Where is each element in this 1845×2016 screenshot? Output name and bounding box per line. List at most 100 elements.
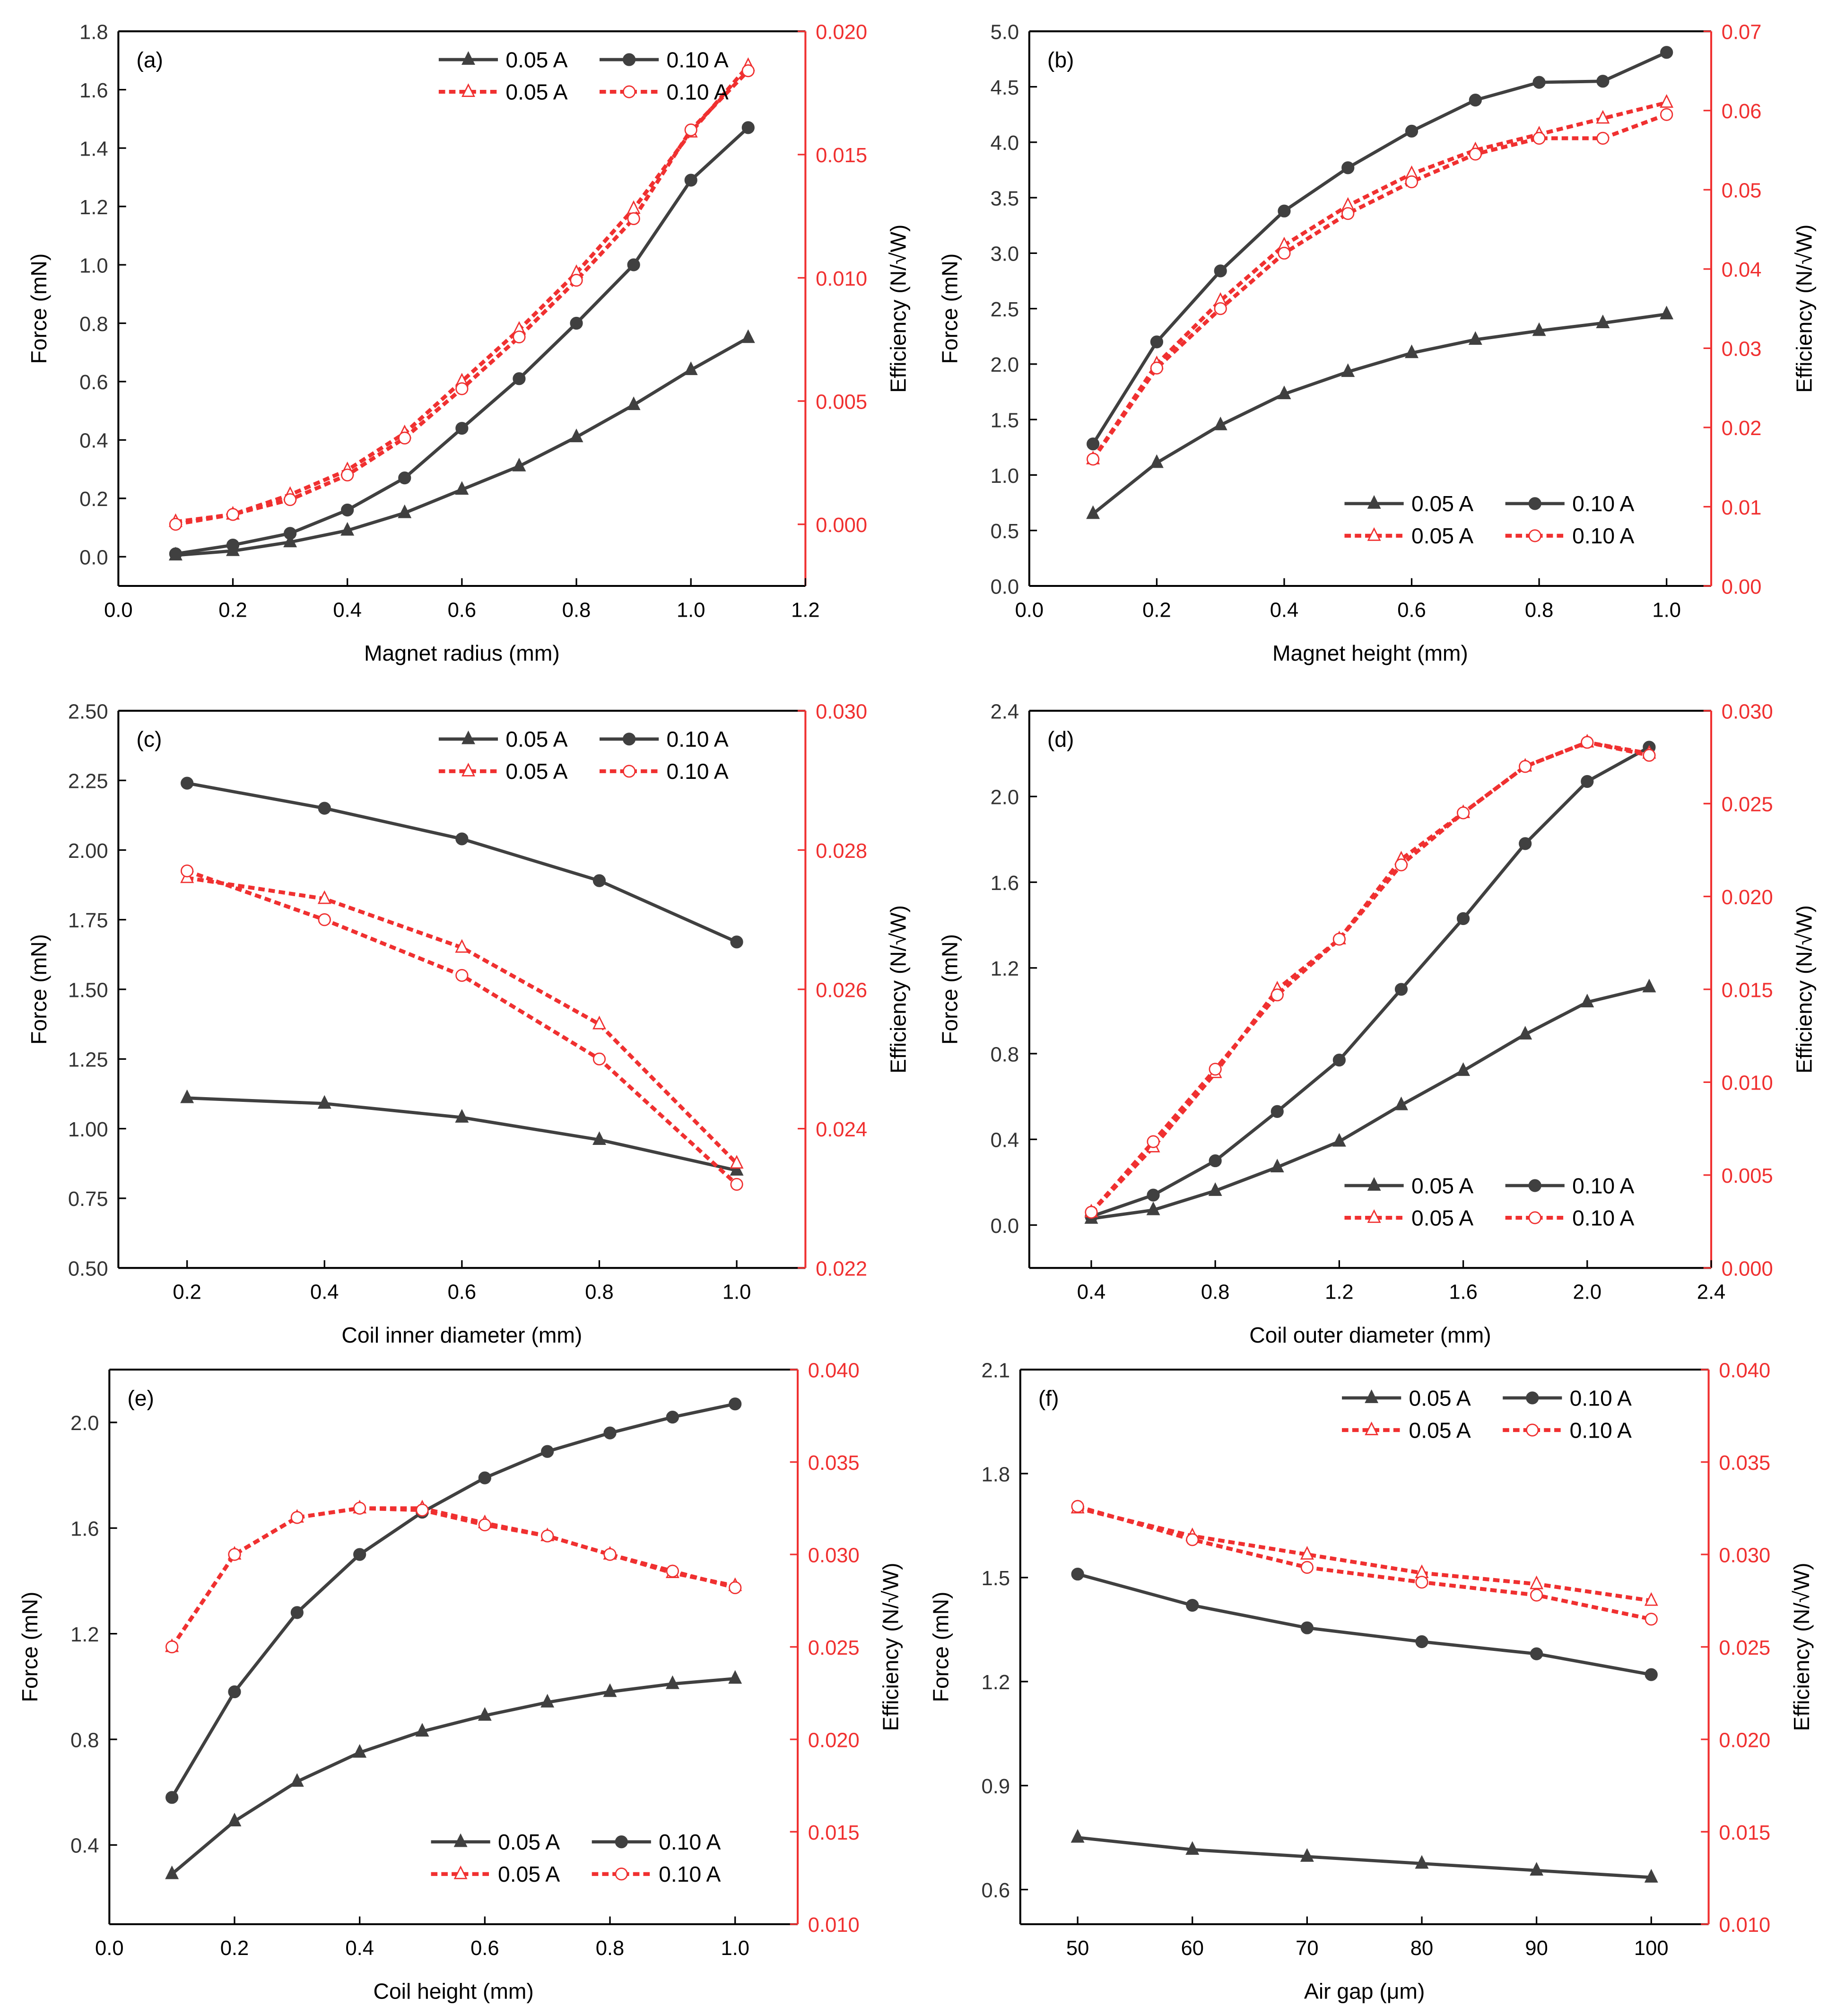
x-tick-label: 1.0 <box>1652 599 1681 621</box>
y-tick-label: 0.6 <box>79 371 108 394</box>
data-point <box>1468 331 1482 345</box>
series-line <box>175 336 749 557</box>
series-line <box>186 869 738 1186</box>
y-tick-label: 0.2 <box>79 488 108 511</box>
y-tick-label: 3.5 <box>991 187 1019 210</box>
y-tick-label: 1.25 <box>68 1049 108 1072</box>
chart-panel-b: 0.0 0.2 0.4 0.6 0.8 1.0 0.0 0.5 1.0 1.5 2.0 2.5 3.0 3… <box>937 21 1816 665</box>
data-point <box>1645 1668 1658 1681</box>
y-tick-label: 1.2 <box>79 196 108 219</box>
data-point <box>455 481 469 495</box>
legend-label: 0.10 A <box>1572 1173 1634 1198</box>
legend-label: 0.05 A <box>505 79 567 104</box>
legend-marker <box>615 1868 628 1881</box>
data-point <box>1518 1026 1532 1040</box>
data-point <box>340 522 355 536</box>
legend-marker <box>453 1865 468 1879</box>
series-force-0.05A <box>165 1670 742 1879</box>
data-point <box>1405 344 1419 358</box>
legend-label: 0.10 A <box>1570 1386 1632 1410</box>
data-point <box>728 1670 742 1684</box>
series-line <box>171 1677 736 1876</box>
data-point <box>478 1518 491 1532</box>
legend-label: 0.10 A <box>667 47 729 72</box>
y-tick-label: 1.6 <box>70 1518 99 1541</box>
series-efficiency-0.10A <box>1085 736 1656 1219</box>
data-point <box>1405 175 1419 189</box>
series-force-0.10A <box>1085 741 1656 1223</box>
x-tick-label: 0.8 <box>562 599 591 621</box>
x-tick-label: 0.0 <box>95 1937 124 1960</box>
data-point <box>1146 1201 1160 1215</box>
data-point <box>1530 1575 1544 1589</box>
legend-label: 0.10 A <box>1570 1418 1632 1442</box>
y2-axis-label: Efficiency (N/√W) <box>886 225 911 393</box>
series-line <box>187 876 738 1165</box>
y-tick-label: 1.2 <box>991 958 1019 980</box>
data-point <box>741 329 755 343</box>
data-point <box>290 1606 304 1619</box>
y2-tick-label: 0.005 <box>816 391 867 413</box>
x-tick-label: 0.4 <box>333 599 362 621</box>
chart-panel-c: 0.2 0.4 0.6 0.8 1.0 0.50 0.75 1.00 1.25 1.50 1.75 2… <box>26 700 911 1347</box>
y-tick-label: 0.4 <box>79 430 108 453</box>
series-efficiency-0.05A <box>180 869 744 1169</box>
y2-tick-label: 0.030 <box>1722 700 1773 723</box>
data-point <box>353 1501 366 1515</box>
x-tick-label: 2.4 <box>1697 1281 1726 1303</box>
series-line <box>1077 1504 1652 1621</box>
x-tick-label: 0.2 <box>1142 599 1171 621</box>
legend-marker <box>1526 1391 1539 1405</box>
data-point <box>1085 1205 1098 1219</box>
y2-tick-label: 0.05 <box>1722 180 1762 202</box>
x-tick-label: 0.4 <box>310 1281 339 1303</box>
chart-panel-e: 0.0 0.2 0.4 0.6 0.8 1.0 0.4 0.8 1.2 1.6 2.0 0.010 0.… <box>17 1359 903 2003</box>
data-point <box>165 1640 179 1654</box>
data-point <box>512 457 526 471</box>
legend-label: 0.05 A <box>505 727 567 751</box>
data-point <box>1530 1647 1543 1660</box>
data-point <box>1147 1188 1160 1202</box>
x-tick-label: 1.6 <box>1449 1281 1478 1303</box>
x-tick-label: 1.0 <box>722 1281 751 1303</box>
data-point <box>665 1675 679 1689</box>
y2-tick-label: 0.00 <box>1722 576 1762 598</box>
x-tick-label: 0.4 <box>1270 599 1299 621</box>
x-tick-label: 0.6 <box>1397 599 1426 621</box>
legend-label: 0.05 A <box>1409 1418 1471 1442</box>
series-line <box>1092 312 1667 515</box>
legend-marker <box>1367 495 1381 509</box>
data-point <box>1596 131 1610 145</box>
y2-tick-label: 0.024 <box>816 1118 867 1141</box>
legend-marker <box>622 765 636 778</box>
data-point <box>1660 94 1674 108</box>
x-tick-label: 0.2 <box>173 1281 201 1303</box>
x-tick-label: 90 <box>1525 1937 1548 1960</box>
legend-marker <box>622 85 636 98</box>
data-point <box>1087 453 1100 466</box>
data-point <box>283 533 297 548</box>
series-force-0.05A <box>1084 978 1656 1224</box>
data-point <box>1270 1159 1284 1173</box>
data-point <box>1581 775 1594 788</box>
x-tick-label: 80 <box>1410 1937 1433 1960</box>
data-point <box>1644 1868 1658 1883</box>
data-point <box>478 1707 492 1721</box>
legend: 0.05 A 0.10 A 0.05 A 0.10 A <box>1342 1386 1632 1442</box>
series-line <box>1091 113 1668 461</box>
legend-label: 0.10 A <box>1572 491 1634 516</box>
data-point <box>1581 736 1594 749</box>
y-tick-label: 1.6 <box>79 79 108 102</box>
legend-marker <box>622 53 636 66</box>
data-point <box>1642 978 1656 993</box>
legend-label: 0.05 A <box>1411 491 1473 516</box>
data-point <box>1580 994 1594 1008</box>
x-tick-label: 100 <box>1634 1937 1669 1960</box>
y-tick-label: 2.0 <box>991 786 1019 809</box>
y2-tick-label: 0.015 <box>816 144 867 167</box>
data-point <box>1415 1576 1428 1589</box>
y2-tick-label: 0.035 <box>808 1452 860 1475</box>
series-force-0.05A <box>168 329 755 561</box>
data-point <box>1208 1182 1222 1196</box>
